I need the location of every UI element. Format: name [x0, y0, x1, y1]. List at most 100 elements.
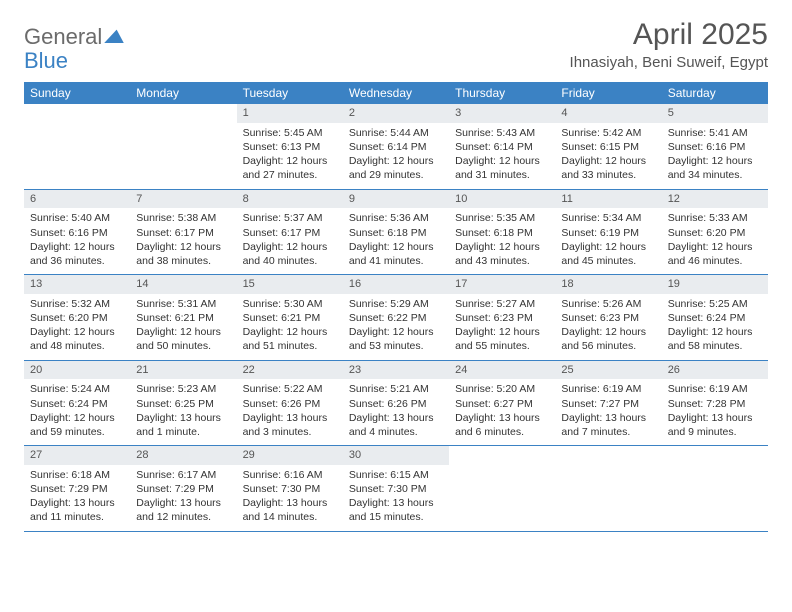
day-cell: 15Sunrise: 5:30 AMSunset: 6:21 PMDayligh… [237, 275, 343, 360]
day-number: 5 [662, 104, 768, 123]
sunrise-line: Sunrise: 5:42 AM [561, 126, 655, 140]
sunrise-line: Sunrise: 5:20 AM [455, 382, 549, 396]
day-body: Sunrise: 5:41 AMSunset: 6:16 PMDaylight:… [662, 123, 768, 189]
daylight-line: Daylight: 12 hours and 34 minutes. [668, 154, 762, 182]
day-cell: 6Sunrise: 5:40 AMSunset: 6:16 PMDaylight… [24, 190, 130, 275]
sunset-line: Sunset: 7:28 PM [668, 397, 762, 411]
sunrise-line: Sunrise: 5:23 AM [136, 382, 230, 396]
daylight-line: Daylight: 12 hours and 41 minutes. [349, 240, 443, 268]
daylight-line: Daylight: 12 hours and 45 minutes. [561, 240, 655, 268]
daylight-line: Daylight: 13 hours and 12 minutes. [136, 496, 230, 524]
day-header: Monday [130, 82, 236, 104]
sunrise-line: Sunrise: 5:41 AM [668, 126, 762, 140]
day-cell: 20Sunrise: 5:24 AMSunset: 6:24 PMDayligh… [24, 361, 130, 446]
brand-blue: Blue [24, 48, 68, 74]
day-body: Sunrise: 5:33 AMSunset: 6:20 PMDaylight:… [662, 208, 768, 274]
sunrise-line: Sunrise: 6:19 AM [668, 382, 762, 396]
day-header: Wednesday [343, 82, 449, 104]
sunset-line: Sunset: 6:20 PM [668, 226, 762, 240]
day-cell: 1Sunrise: 5:45 AMSunset: 6:13 PMDaylight… [237, 104, 343, 189]
brand-general: General [24, 24, 102, 50]
day-number: 29 [237, 446, 343, 465]
day-cell: .. [555, 446, 661, 531]
day-cell: 7Sunrise: 5:38 AMSunset: 6:17 PMDaylight… [130, 190, 236, 275]
sunset-line: Sunset: 6:14 PM [349, 140, 443, 154]
day-number: 19 [662, 275, 768, 294]
sunrise-line: Sunrise: 5:26 AM [561, 297, 655, 311]
day-cell: 8Sunrise: 5:37 AMSunset: 6:17 PMDaylight… [237, 190, 343, 275]
day-number: 2 [343, 104, 449, 123]
sunset-line: Sunset: 6:26 PM [349, 397, 443, 411]
day-number: 14 [130, 275, 236, 294]
daylight-line: Daylight: 12 hours and 58 minutes. [668, 325, 762, 353]
sunset-line: Sunset: 6:16 PM [668, 140, 762, 154]
sunset-line: Sunset: 6:20 PM [30, 311, 124, 325]
sunrise-line: Sunrise: 5:29 AM [349, 297, 443, 311]
day-body: Sunrise: 5:25 AMSunset: 6:24 PMDaylight:… [662, 294, 768, 360]
daylight-line: Daylight: 13 hours and 3 minutes. [243, 411, 337, 439]
day-number: 17 [449, 275, 555, 294]
daylight-line: Daylight: 12 hours and 51 minutes. [243, 325, 337, 353]
week-row: 13Sunrise: 5:32 AMSunset: 6:20 PMDayligh… [24, 275, 768, 361]
day-header: Saturday [662, 82, 768, 104]
week-row: ....1Sunrise: 5:45 AMSunset: 6:13 PMDayl… [24, 104, 768, 190]
day-number: 23 [343, 361, 449, 380]
sunrise-line: Sunrise: 5:36 AM [349, 211, 443, 225]
sunrise-line: Sunrise: 6:19 AM [561, 382, 655, 396]
day-number: 12 [662, 190, 768, 209]
day-number: 9 [343, 190, 449, 209]
sunset-line: Sunset: 6:17 PM [136, 226, 230, 240]
day-body: Sunrise: 5:21 AMSunset: 6:26 PMDaylight:… [343, 379, 449, 445]
sunset-line: Sunset: 7:30 PM [243, 482, 337, 496]
day-cell: .. [449, 446, 555, 531]
location-label: Ihnasiyah, Beni Suweif, Egypt [570, 54, 768, 71]
daylight-line: Daylight: 12 hours and 53 minutes. [349, 325, 443, 353]
day-body: Sunrise: 5:43 AMSunset: 6:14 PMDaylight:… [449, 123, 555, 189]
sunset-line: Sunset: 6:27 PM [455, 397, 549, 411]
sunset-line: Sunset: 6:18 PM [349, 226, 443, 240]
day-cell: 10Sunrise: 5:35 AMSunset: 6:18 PMDayligh… [449, 190, 555, 275]
day-cell: 29Sunrise: 6:16 AMSunset: 7:30 PMDayligh… [237, 446, 343, 531]
sunrise-line: Sunrise: 5:43 AM [455, 126, 549, 140]
day-cell: 24Sunrise: 5:20 AMSunset: 6:27 PMDayligh… [449, 361, 555, 446]
day-body: Sunrise: 5:20 AMSunset: 6:27 PMDaylight:… [449, 379, 555, 445]
day-body: Sunrise: 5:24 AMSunset: 6:24 PMDaylight:… [24, 379, 130, 445]
day-number: 28 [130, 446, 236, 465]
sunrise-line: Sunrise: 6:16 AM [243, 468, 337, 482]
day-body: Sunrise: 5:32 AMSunset: 6:20 PMDaylight:… [24, 294, 130, 360]
day-number: 21 [130, 361, 236, 380]
sunset-line: Sunset: 6:25 PM [136, 397, 230, 411]
day-number: 25 [555, 361, 661, 380]
day-body: Sunrise: 5:38 AMSunset: 6:17 PMDaylight:… [130, 208, 236, 274]
day-number: 27 [24, 446, 130, 465]
day-cell: 16Sunrise: 5:29 AMSunset: 6:22 PMDayligh… [343, 275, 449, 360]
daylight-line: Daylight: 12 hours and 29 minutes. [349, 154, 443, 182]
day-cell: 21Sunrise: 5:23 AMSunset: 6:25 PMDayligh… [130, 361, 236, 446]
daylight-line: Daylight: 13 hours and 6 minutes. [455, 411, 549, 439]
calendar-grid: SundayMondayTuesdayWednesdayThursdayFrid… [24, 82, 768, 532]
sunrise-line: Sunrise: 5:40 AM [30, 211, 124, 225]
day-number: 10 [449, 190, 555, 209]
day-cell: 11Sunrise: 5:34 AMSunset: 6:19 PMDayligh… [555, 190, 661, 275]
day-cell: 25Sunrise: 6:19 AMSunset: 7:27 PMDayligh… [555, 361, 661, 446]
day-number: 16 [343, 275, 449, 294]
daylight-line: Daylight: 12 hours and 50 minutes. [136, 325, 230, 353]
calendar-page: GeneralBlue April 2025 Ihnasiyah, Beni S… [0, 0, 792, 532]
day-number: 1 [237, 104, 343, 123]
sunset-line: Sunset: 6:26 PM [243, 397, 337, 411]
day-cell: .. [130, 104, 236, 189]
sunset-line: Sunset: 6:19 PM [561, 226, 655, 240]
day-body: Sunrise: 6:15 AMSunset: 7:30 PMDaylight:… [343, 465, 449, 531]
daylight-line: Daylight: 12 hours and 31 minutes. [455, 154, 549, 182]
day-header: Tuesday [237, 82, 343, 104]
day-number: 20 [24, 361, 130, 380]
daylight-line: Daylight: 12 hours and 43 minutes. [455, 240, 549, 268]
day-cell: 5Sunrise: 5:41 AMSunset: 6:16 PMDaylight… [662, 104, 768, 189]
daylight-line: Daylight: 13 hours and 7 minutes. [561, 411, 655, 439]
sunset-line: Sunset: 6:13 PM [243, 140, 337, 154]
day-body: Sunrise: 5:22 AMSunset: 6:26 PMDaylight:… [237, 379, 343, 445]
day-cell: 28Sunrise: 6:17 AMSunset: 7:29 PMDayligh… [130, 446, 236, 531]
day-header: Sunday [24, 82, 130, 104]
daylight-line: Daylight: 12 hours and 56 minutes. [561, 325, 655, 353]
day-cell: 17Sunrise: 5:27 AMSunset: 6:23 PMDayligh… [449, 275, 555, 360]
